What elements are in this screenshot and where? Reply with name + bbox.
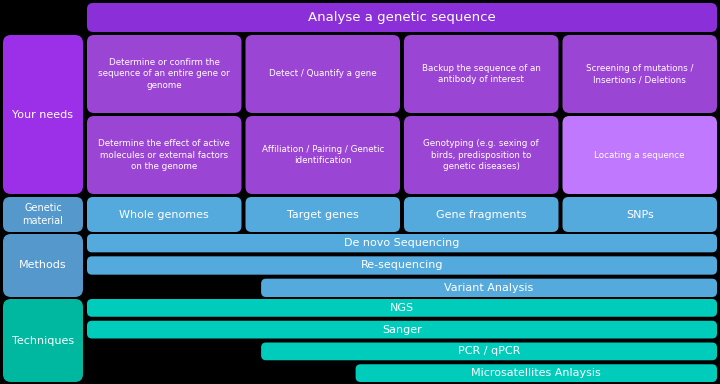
Text: Screening of mutations /
Insertions / Deletions: Screening of mutations / Insertions / De… [586, 64, 693, 84]
FancyBboxPatch shape [246, 197, 400, 232]
FancyBboxPatch shape [3, 299, 83, 382]
Text: De novo Sequencing: De novo Sequencing [344, 238, 459, 248]
Text: Variant Analysis: Variant Analysis [444, 283, 534, 293]
FancyBboxPatch shape [87, 35, 241, 113]
FancyBboxPatch shape [3, 35, 83, 194]
Text: PCR / qPCR: PCR / qPCR [458, 346, 521, 356]
FancyBboxPatch shape [261, 343, 717, 360]
FancyBboxPatch shape [87, 257, 717, 275]
Text: Gene fragments: Gene fragments [436, 210, 526, 220]
FancyBboxPatch shape [404, 197, 559, 232]
FancyBboxPatch shape [261, 279, 717, 297]
Text: Techniques: Techniques [12, 336, 74, 346]
Text: Microsatellites Anlaysis: Microsatellites Anlaysis [472, 368, 601, 378]
FancyBboxPatch shape [562, 197, 717, 232]
Text: SNPs: SNPs [626, 210, 654, 220]
FancyBboxPatch shape [87, 321, 717, 339]
Text: Genetic
material: Genetic material [22, 203, 63, 226]
Text: Sanger: Sanger [382, 324, 422, 334]
Text: Whole genomes: Whole genomes [120, 210, 209, 220]
Text: Analyse a genetic sequence: Analyse a genetic sequence [308, 11, 496, 24]
Text: Determine or confirm the
sequence of an entire gene or
genome: Determine or confirm the sequence of an … [99, 58, 230, 89]
FancyBboxPatch shape [87, 299, 717, 317]
Text: Locating a sequence: Locating a sequence [595, 151, 685, 159]
Text: Determine the effect of active
molecules or external factors
on the genome: Determine the effect of active molecules… [99, 139, 230, 170]
FancyBboxPatch shape [562, 35, 717, 113]
FancyBboxPatch shape [3, 197, 83, 232]
FancyBboxPatch shape [404, 116, 559, 194]
FancyBboxPatch shape [87, 116, 241, 194]
Text: Re-sequencing: Re-sequencing [361, 260, 444, 270]
FancyBboxPatch shape [356, 364, 717, 382]
Text: Affiliation / Pairing / Genetic
identification: Affiliation / Pairing / Genetic identifi… [261, 145, 384, 165]
Text: NGS: NGS [390, 303, 414, 313]
FancyBboxPatch shape [3, 234, 83, 297]
Text: Detect / Quantify a gene: Detect / Quantify a gene [269, 70, 377, 78]
FancyBboxPatch shape [87, 3, 717, 32]
FancyBboxPatch shape [562, 116, 717, 194]
FancyBboxPatch shape [404, 35, 559, 113]
FancyBboxPatch shape [246, 116, 400, 194]
FancyBboxPatch shape [87, 197, 241, 232]
Text: Backup the sequence of an
antibody of interest: Backup the sequence of an antibody of in… [422, 64, 541, 84]
FancyBboxPatch shape [87, 234, 717, 252]
Text: Methods: Methods [19, 260, 67, 270]
Text: Target genes: Target genes [287, 210, 359, 220]
Text: Your needs: Your needs [12, 109, 73, 119]
Text: Genotyping (e.g. sexing of
birds, predisposition to
genetic diseases): Genotyping (e.g. sexing of birds, predis… [423, 139, 539, 170]
FancyBboxPatch shape [246, 35, 400, 113]
